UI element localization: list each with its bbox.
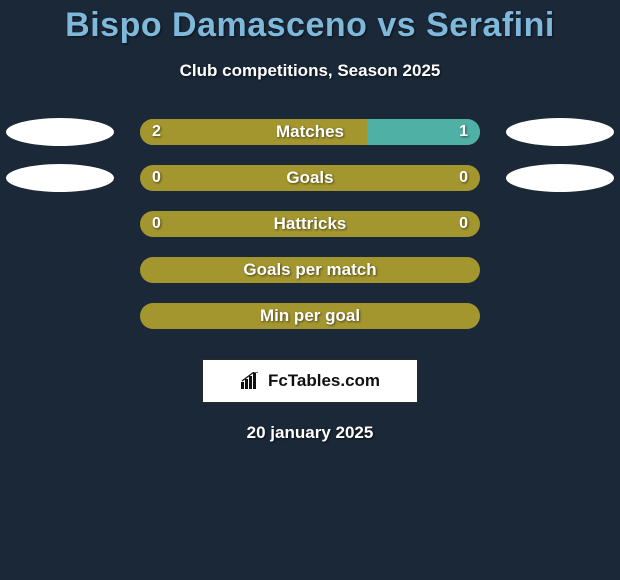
stat-right-value: 1	[459, 123, 468, 141]
subtitle: Club competitions, Season 2025	[0, 61, 620, 81]
stat-bar: 2 1 Matches	[140, 119, 480, 145]
stat-left-value: 0	[152, 169, 161, 187]
stat-bar: 0 0 Goals	[140, 165, 480, 191]
stat-label: Goals per match	[243, 260, 376, 280]
stat-label: Goals	[286, 168, 333, 188]
stat-row: Goals per match	[0, 257, 620, 283]
stat-bar: Min per goal	[140, 303, 480, 329]
stat-row: 2 1 Matches	[0, 119, 620, 145]
stats-card: Bispo Damasceno vs Serafini Club competi…	[0, 0, 620, 443]
stat-right-value: 0	[459, 215, 468, 233]
stat-row: Min per goal	[0, 303, 620, 329]
player-left-marker	[6, 164, 114, 192]
player-right-marker	[506, 164, 614, 192]
player-right-marker	[506, 118, 614, 146]
stat-bar: Goals per match	[140, 257, 480, 283]
player-left-marker	[6, 118, 114, 146]
stat-right-value: 0	[459, 169, 468, 187]
stat-row: 0 0 Hattricks	[0, 211, 620, 237]
stat-row: 0 0 Goals	[0, 165, 620, 191]
page-title: Bispo Damasceno vs Serafini	[0, 6, 620, 45]
stat-label: Hattricks	[274, 214, 347, 234]
stat-left-value: 0	[152, 215, 161, 233]
stat-rows: 2 1 Matches 0 0 Goals 0 0 Hattricks Goals per mat…	[0, 119, 620, 329]
date-line: 20 january 2025	[0, 423, 620, 443]
stat-label: Matches	[276, 122, 344, 142]
source-logo: FcTables.com	[202, 359, 418, 403]
stat-label: Min per goal	[260, 306, 360, 326]
stat-left-value: 2	[152, 123, 161, 141]
stat-bar: 0 0 Hattricks	[140, 211, 480, 237]
logo-text: FcTables.com	[268, 371, 380, 391]
bar-chart-icon	[240, 372, 262, 390]
